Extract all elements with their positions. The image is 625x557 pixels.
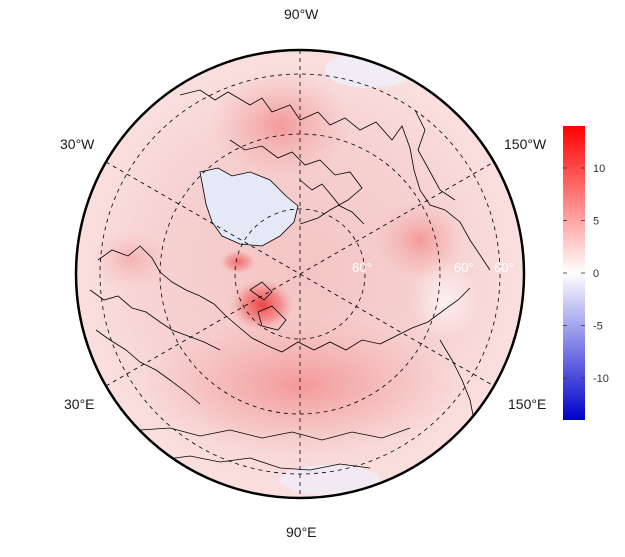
longitude-label-bottom: 90°E [286,524,317,540]
latitude-label-outer: 60° [494,260,514,275]
latitude-circle-80 [234,208,366,340]
meridian-30e-150w [105,161,495,387]
cool-region-north-america [325,52,415,88]
coastlines [89,89,491,471]
anomaly-field: 60° 60° 60° [76,50,524,498]
hot-spot-svalbard [220,250,256,274]
warm-region-atlantic [90,230,170,290]
greenland-landmass [199,167,299,247]
hot-spot-barents-kara [230,279,294,331]
longitude-label-upper-right: 150°W [504,136,547,152]
cool-region-asia [280,465,380,495]
colorbar: 10 5 0 -5 -10 [563,126,609,420]
latitude-label-inner: 60° [352,260,372,275]
graticule [99,50,501,498]
longitude-label-lower-left: 30°E [64,396,95,412]
longitude-label-upper-left: 30°W [60,136,95,152]
pale-region-bering [410,260,480,340]
colorbar-tick-label: -5 [593,321,603,333]
colorbar-gradient [563,126,585,420]
colorbar-tick-label: 5 [593,216,599,228]
colorbar-tick-label: -10 [593,373,609,385]
colorbar-ticks [563,167,585,379]
map-outline [74,48,526,500]
warm-region-alaska [375,200,465,280]
colorbar-tick-label: 0 [593,268,599,280]
longitude-label-lower-right: 150°E [508,396,547,412]
longitude-label-top: 90°W [284,6,319,22]
latitude-label-middle: 60° [454,260,474,275]
colorbar-tick-label: 10 [593,163,605,175]
warm-region-canada [210,70,350,180]
